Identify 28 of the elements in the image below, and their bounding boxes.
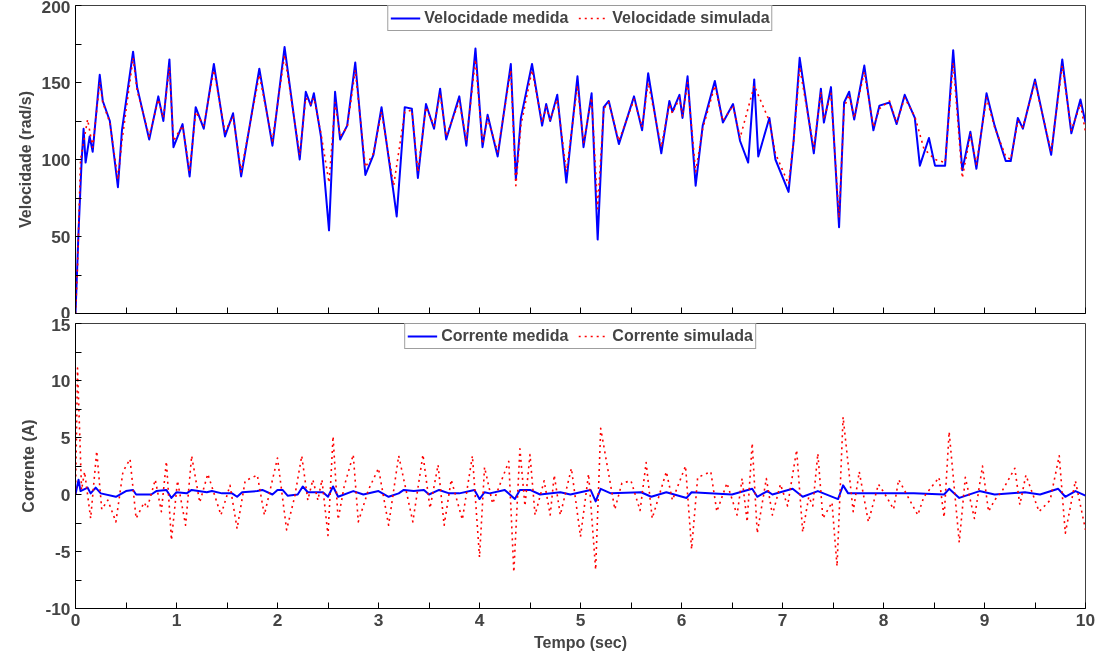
x-tick-label: 7 bbox=[777, 609, 788, 630]
x-axis-title: Tempo (sec) bbox=[533, 633, 628, 651]
line-series bbox=[75, 367, 1086, 573]
x-tick-label: 3 bbox=[373, 609, 384, 630]
y-axis-title: Velocidade (rad/s) bbox=[16, 91, 34, 228]
x-tick-label: 10 bbox=[1075, 609, 1096, 630]
y-tick-label: 5 bbox=[60, 427, 71, 448]
legend-label: Corrente medida bbox=[441, 327, 569, 345]
y-tick-label: 150 bbox=[41, 72, 71, 93]
y-tick-label: 100 bbox=[41, 149, 71, 170]
x-tick-label: 2 bbox=[272, 609, 283, 630]
y-axis-title: Corrente (A) bbox=[20, 419, 38, 513]
x-tick-label: 6 bbox=[676, 609, 687, 630]
x-tick-label: 8 bbox=[878, 609, 889, 630]
legend-label: Velocidade simulada bbox=[612, 9, 770, 27]
x-tick-label: 1 bbox=[171, 609, 182, 630]
legend-label: Corrente simulada bbox=[612, 327, 753, 345]
y-tick-label: 50 bbox=[51, 226, 71, 247]
y-tick-label: 200 bbox=[41, 0, 71, 17]
y-tick-label: -10 bbox=[45, 598, 71, 619]
y-tick-label: -5 bbox=[55, 541, 71, 562]
y-tick-label: 0 bbox=[60, 484, 71, 505]
line-series bbox=[75, 478, 1086, 503]
legend-label: Velocidade medida bbox=[424, 9, 569, 27]
x-tick-label: 9 bbox=[979, 609, 990, 630]
x-tick-label: 4 bbox=[474, 609, 485, 630]
x-tick-label: 5 bbox=[575, 609, 586, 630]
y-tick-label: 10 bbox=[51, 370, 71, 391]
